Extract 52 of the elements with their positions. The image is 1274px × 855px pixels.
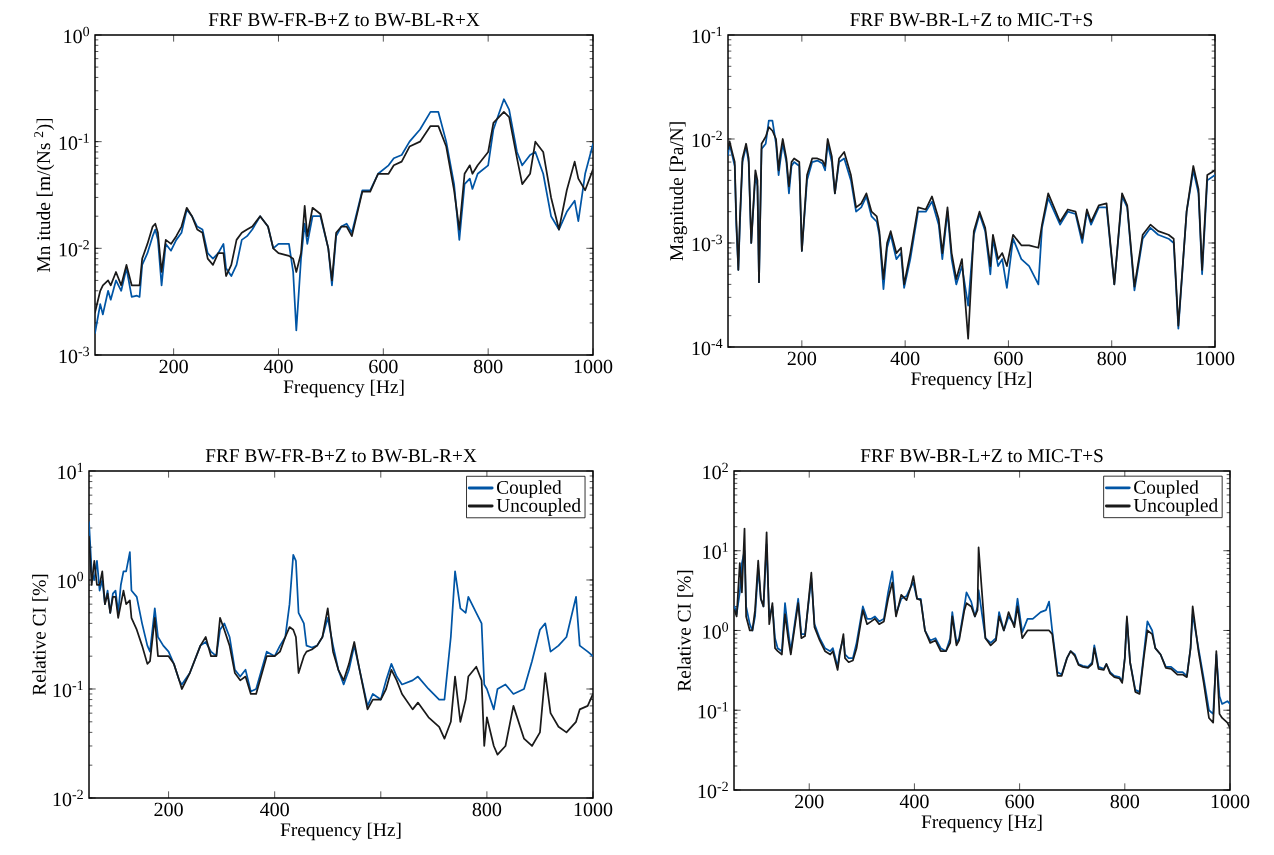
legend-label: Uncoupled — [496, 498, 581, 516]
x-tick-label: 800 — [1110, 794, 1140, 809]
y-tick-label: 10$^{0}$ — [64, 26, 90, 44]
y-tick-label: 10$^{-3}$ — [59, 346, 90, 364]
x-axis-title: Frequency [Hz] — [283, 379, 404, 398]
x-tick-label: 1000 — [574, 359, 613, 374]
y-tick-label: 10$^{-2}$ — [59, 240, 89, 257]
chart-title: FRF BW-FR-B+Z to BW-BL-R+X — [208, 13, 480, 27]
y-tick-label: 10$^{0}$ — [58, 571, 84, 589]
legend-label: Uncoupled — [1133, 498, 1218, 516]
chart-title: FRF BW-BR-L+Z to MIC-T+S — [850, 13, 1093, 27]
x-tick-label: 200 — [787, 351, 817, 366]
x-tick-label: 1000 — [1196, 351, 1235, 366]
legend-label: Coupled — [497, 480, 562, 498]
y-tick-label: 10$^{-2}$ — [698, 781, 728, 799]
y-axis-title: Magnitude [Pa/N] — [669, 122, 688, 261]
y-tick-label: 10$^{2}$ — [703, 462, 728, 480]
x-tick-label: 600 — [1005, 794, 1034, 809]
chart-title: FRF BW-BR-L+Z to MIC-T+S — [860, 449, 1103, 463]
x-tick-label: 200 — [795, 794, 824, 809]
x-tick-label: 800 — [1097, 351, 1126, 366]
y-tick-label: 10$^{-1}$ — [698, 702, 728, 719]
y-tick-label: 10$^{-2}$ — [692, 130, 722, 148]
y-tick-label: 10$^{-1}$ — [692, 26, 722, 44]
y-tick-label: 10$^{-2}$ — [53, 789, 83, 807]
y-tick-label: 10$^{1}$ — [703, 542, 728, 559]
y-tick-label: 10$^{-1}$ — [53, 680, 83, 698]
x-tick-label: 400 — [263, 359, 293, 374]
y-axis-title: Mn itude [m/(Ns $^{2}$)] — [34, 118, 55, 272]
x-tick-label: 800 — [472, 802, 502, 817]
chart-title: FRF BW-FR-B+Z to BW-BL-R+X — [205, 449, 477, 463]
x-tick-label: 400 — [260, 802, 289, 817]
y-axis-title: Relative CI [%] — [32, 574, 49, 696]
x-tick-label: 600 — [369, 359, 398, 374]
x-tick-label: 200 — [154, 802, 183, 817]
x-tick-label: 400 — [890, 351, 920, 366]
x-axis-title: Frequency [Hz] — [280, 822, 401, 841]
legend-label: Coupled — [1134, 480, 1199, 498]
x-tick-label: 200 — [159, 359, 188, 374]
x-tick-label: 400 — [899, 794, 929, 809]
x-tick-label: 1000 — [574, 802, 613, 817]
x-axis-title: Frequency [Hz] — [921, 814, 1042, 833]
x-axis-title: Frequency [Hz] — [911, 371, 1031, 390]
y-tick-label: 10$^{-3}$ — [692, 234, 723, 252]
y-axis-title: Relative CI [%] — [677, 570, 694, 692]
y-tick-label: 10$^{-4}$ — [692, 338, 723, 356]
y-tick-label: 10$^{-1}$ — [59, 133, 89, 150]
x-tick-label: 1000 — [1211, 794, 1250, 809]
x-tick-label: 800 — [473, 359, 503, 374]
y-tick-label: 10$^{0}$ — [703, 622, 729, 639]
x-tick-label: 600 — [994, 351, 1023, 366]
y-tick-label: 10$^{1}$ — [58, 462, 83, 480]
